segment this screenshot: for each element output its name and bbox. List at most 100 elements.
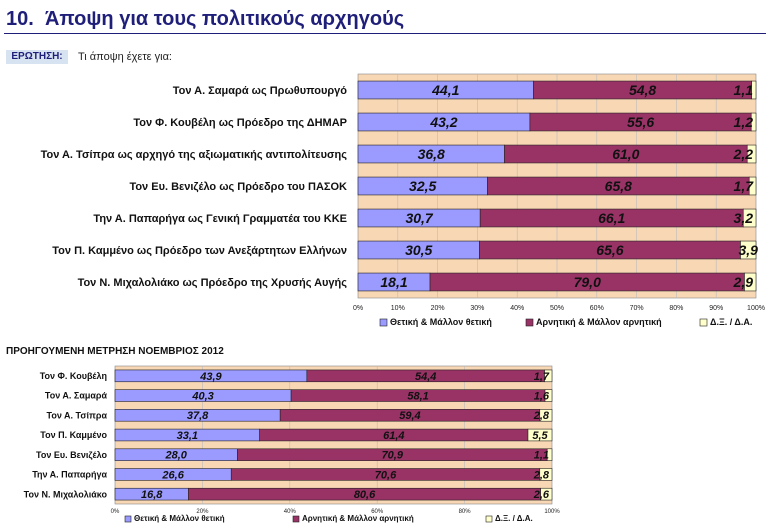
x-tick-label: 100% (747, 305, 765, 312)
data-label: 2,6 (533, 489, 550, 501)
section-title: Άποψη για τους πολιτικούς αρχηγούς (44, 8, 405, 30)
data-label: 1,2 (734, 114, 754, 130)
data-label: 43,2 (429, 114, 457, 130)
x-tick-label: 60% (371, 509, 384, 515)
question-text: Τι άποψη έχετε για: (78, 51, 172, 63)
category-label: Τον Ευ. Βενιζέλο ως Πρόεδρο του ΠΑΣΟΚ (129, 181, 347, 193)
x-tick-label: 80% (669, 305, 683, 312)
legend-swatch (699, 318, 708, 327)
data-label: 80,6 (354, 489, 376, 501)
data-label: 2,8 (533, 469, 550, 481)
data-label: 40,3 (191, 391, 213, 403)
legend-label: Θετική & Μάλλον θετική (390, 317, 492, 327)
legend-swatch (525, 318, 534, 327)
x-tick-label: 20% (196, 509, 209, 515)
category-label: Τον Φ. Κουβέλη (40, 371, 107, 381)
legend-label: Δ.Ξ. / Δ.Α. (710, 317, 752, 327)
data-label: 36,8 (418, 146, 445, 162)
bar-segment (742, 208, 757, 228)
data-label: 2,2 (733, 146, 754, 162)
data-label: 16,8 (141, 489, 163, 501)
data-label: 43,9 (199, 371, 222, 383)
x-tick-label: 40% (510, 305, 524, 312)
x-tick-label: 30% (470, 305, 484, 312)
previous-measurement-title: ΠΡΟΗΓΟΥΜΕΝΗ ΜΕΤΡΗΣΗ ΝΟΕΜΒΡΙΟΣ 2012 (6, 346, 224, 357)
data-label: 59,4 (399, 410, 420, 422)
x-tick-label: 40% (284, 509, 297, 515)
x-tick-label: 100% (544, 509, 560, 515)
data-label: 70,6 (375, 469, 397, 481)
bar-segment (750, 112, 757, 132)
x-tick-label: 20% (431, 305, 445, 312)
category-label: Την Α. Παπαρήγα (32, 470, 107, 480)
bar-segment (748, 176, 757, 196)
data-label: 3,9 (739, 242, 759, 258)
data-label: 33,1 (177, 430, 198, 442)
bar-segment (751, 80, 757, 100)
data-label: 44,1 (431, 82, 459, 98)
x-tick-label: 0% (111, 509, 120, 515)
bar-segment (746, 144, 757, 164)
legend-swatch (124, 515, 132, 523)
data-label: 70,9 (382, 450, 404, 462)
data-label: 30,5 (405, 242, 432, 258)
category-label: Τον Ν. Μιχαλολιάκο ως Πρόεδρο της Χρυσής… (78, 277, 348, 289)
data-label: 3,2 (734, 210, 754, 226)
x-tick-label: 10% (391, 305, 405, 312)
data-label: 1,7 (734, 178, 755, 194)
x-tick-label: 60% (590, 305, 604, 312)
data-label: 28,0 (164, 450, 187, 462)
legend-swatch (379, 318, 388, 327)
x-tick-label: 80% (459, 509, 472, 515)
category-label: Τον Ν. Μιχαλολιάκο (24, 489, 108, 499)
data-label: 79,0 (574, 274, 601, 290)
category-label: Τον Α. Σαμαρά ως Πρωθυπουργό (173, 85, 348, 97)
data-label: 5,5 (532, 430, 548, 442)
bar-segment (544, 369, 553, 383)
legend-label: Θετική & Μάλλον θετική (134, 514, 225, 523)
data-label: 1,7 (534, 371, 550, 383)
data-label: 1,6 (534, 391, 550, 403)
bar-segment (539, 468, 553, 481)
data-label: 65,6 (596, 242, 623, 258)
x-tick-label: 70% (630, 305, 644, 312)
data-label: 66,1 (598, 210, 625, 226)
legend-label: Δ.Ξ. / Δ.Α. (495, 514, 533, 523)
data-label: 30,7 (405, 210, 433, 226)
category-label: Την Α. Παπαρήγα ως Γενική Γραμματέα του … (93, 213, 347, 225)
legend-swatch (292, 515, 300, 523)
bar-segment (740, 240, 757, 260)
data-label: 32,5 (409, 178, 436, 194)
category-label: Τον Π. Καμμένο ως Πρόεδρο των Ανεξάρτητω… (52, 245, 347, 257)
category-label: Τον Ευ. Βενιζέλο (36, 450, 107, 460)
data-label: 18,1 (380, 274, 407, 290)
bar-segment (544, 389, 553, 402)
data-label: 26,6 (161, 469, 184, 481)
section-number: 10. (6, 8, 34, 30)
legend-label: Αρνητική & Μάλλον αρνητική (536, 317, 662, 327)
data-label: 58,1 (407, 391, 428, 403)
category-label: Τον Α. Τσίπρα (47, 410, 108, 420)
title-divider (4, 33, 766, 34)
data-label: 61,0 (612, 146, 639, 162)
category-label: Τον Π. Καμμένο (40, 430, 107, 440)
x-tick-label: 50% (550, 305, 564, 312)
data-label: 2,9 (733, 274, 754, 290)
data-label: 65,8 (605, 178, 632, 194)
data-label: 55,6 (627, 114, 654, 130)
data-label: 37,8 (187, 410, 209, 422)
data-label: 54,4 (415, 371, 436, 383)
legend-swatch (485, 515, 493, 523)
data-label: 1,1 (534, 450, 549, 462)
data-label: 54,8 (629, 82, 656, 98)
x-tick-label: 0% (353, 305, 363, 312)
data-label: 1,1 (734, 82, 754, 98)
category-label: Τον Α. Σαμαρά (45, 391, 108, 401)
bar-segment (539, 409, 553, 422)
category-label: Τον Α. Τσίπρα ως αρχηγό της αξιωματικής … (41, 149, 348, 161)
page-title: 10. Άποψη για τους πολιτικούς αρχηγούς (6, 8, 404, 31)
question-label: ΕΡΩΤΗΣΗ: (6, 50, 68, 64)
bar-segment (527, 428, 553, 442)
data-label: 61,4 (383, 430, 404, 442)
main-stacked-bar-chart: 0% 10% 20% 30% 40% 50% 60% 70% 80% 90% 100% Τον Α. … (41, 73, 765, 327)
